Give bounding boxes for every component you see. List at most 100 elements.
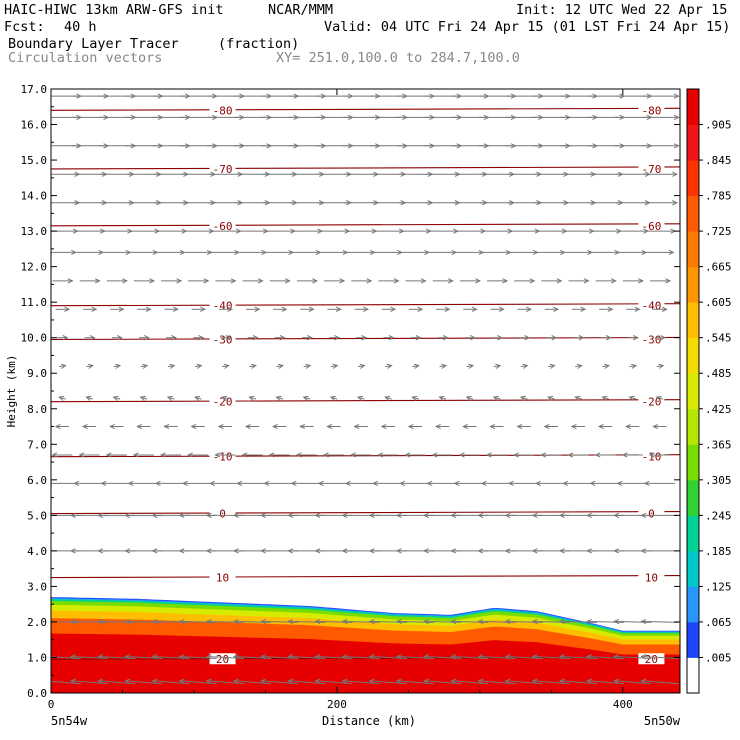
circulation-vector <box>478 620 516 623</box>
vector-arrowhead <box>44 679 49 683</box>
colorbar-label: .665 <box>705 261 732 274</box>
contour-label: -60 <box>641 220 661 233</box>
vector-arrowhead <box>151 512 158 518</box>
vector-arrowhead <box>234 249 240 256</box>
vector-arrowhead <box>480 480 487 487</box>
contour-label-bg <box>638 571 665 583</box>
vector-arrowhead <box>287 512 294 518</box>
temperature-contour <box>51 107 680 111</box>
valid-time: Valid: 04 UTC Fri 24 Apr 15 (01 LST Fri … <box>324 19 731 35</box>
vector-arrowhead <box>558 618 565 625</box>
vector-arrowhead <box>81 423 88 430</box>
y-tick-label: 9.0 <box>27 367 47 380</box>
vector-arrowhead <box>205 548 212 554</box>
vector-arrowhead <box>450 512 457 518</box>
vector-arrowhead <box>290 480 297 487</box>
colorbar-segment <box>687 657 699 694</box>
vector-arrowhead <box>193 395 201 401</box>
vector-arrowhead <box>115 363 122 369</box>
circulation-vector <box>614 620 652 623</box>
vector-arrowhead <box>559 249 566 256</box>
vector-arrowhead <box>288 249 295 256</box>
vector-arrowhead <box>334 335 341 341</box>
vector-arrowhead <box>672 200 678 206</box>
vector-arrowhead <box>450 548 457 554</box>
forecast-label: Fcst: <box>4 19 45 35</box>
y-tick-label: 12.0 <box>21 261 48 274</box>
vector-arrowhead <box>556 278 563 284</box>
vector-arrowhead <box>601 395 608 401</box>
circulation-vector <box>451 620 489 623</box>
vector-arrowhead <box>261 249 268 256</box>
vector-arrowhead <box>312 278 319 284</box>
vector-arrowhead <box>58 395 65 401</box>
circulation-vector <box>71 620 109 623</box>
colorbar-label: .305 <box>705 474 732 487</box>
vector-arrowhead <box>97 548 104 554</box>
vector-arrowhead <box>614 249 621 256</box>
vector-arrowhead <box>613 618 620 625</box>
vector-arrowhead <box>589 480 596 487</box>
temperature-contour <box>51 223 680 227</box>
vector-arrowhead <box>69 678 76 684</box>
vector-arrowhead <box>315 249 322 256</box>
vector-arrowhead <box>594 452 601 458</box>
vector-arrowhead <box>423 678 430 684</box>
contour-label-bg <box>209 450 236 462</box>
vector-arrowhead <box>257 278 264 284</box>
vector-arrowhead <box>230 278 237 284</box>
temperature-contour <box>51 574 680 579</box>
contour-label-bg <box>209 395 236 407</box>
vector-arrowhead <box>105 452 112 458</box>
contour-label: -80 <box>641 104 661 117</box>
vector-arrowhead <box>341 512 348 518</box>
x-end-label-right: 5n50w <box>644 714 681 728</box>
vector-arrowhead <box>190 423 197 430</box>
vector-arrowhead <box>198 335 205 341</box>
vector-arrowhead <box>187 452 193 458</box>
contour-label-bg <box>638 333 665 345</box>
colorbar-frame <box>686 88 700 694</box>
vector-arrowhead <box>109 423 115 430</box>
vector-arrowhead <box>369 249 376 256</box>
colorbar-segment <box>687 479 699 516</box>
vector-arrowhead <box>54 423 61 430</box>
circulation-vector <box>152 620 190 623</box>
circulation-vector <box>234 620 272 623</box>
x-tick-label: 200 <box>327 698 347 711</box>
vector-arrowhead <box>232 678 239 684</box>
vector-arrowhead <box>513 452 519 458</box>
vector-arrowhead <box>587 249 594 256</box>
colorbar-segment <box>687 444 699 481</box>
colorbar-segment <box>687 586 699 623</box>
colorbar-label: .245 <box>705 509 732 522</box>
circulation-vector <box>641 656 679 659</box>
vector-arrowhead <box>522 363 529 369</box>
vector-arrowhead <box>69 618 76 625</box>
vector-arrowhead <box>531 512 538 518</box>
y-tick-label: 14.0 <box>21 190 48 203</box>
vector-arrowhead <box>395 512 402 518</box>
vector-arrowhead <box>85 395 92 401</box>
contour-label: -30 <box>641 333 661 346</box>
contour-label: -40 <box>641 300 661 313</box>
vector-arrowhead <box>232 512 239 518</box>
colorbar-segment <box>687 302 699 339</box>
colorbar-label: .425 <box>705 403 732 416</box>
vector-arrowhead <box>477 548 484 554</box>
temperature-contour <box>51 166 680 170</box>
colorbar-label: .725 <box>705 225 732 238</box>
colorbar-label: .545 <box>705 332 732 345</box>
y-tick-label: 16.0 <box>21 119 48 132</box>
vector-arrowhead <box>497 335 504 341</box>
y-tick-label: 6.0 <box>27 474 47 487</box>
cross-section-coords: XY= 251.0,100.0 to 284.7,100.0 <box>276 50 520 66</box>
colorbar-segment <box>687 195 699 232</box>
vector-arrowhead <box>477 618 484 625</box>
colorbar-segment <box>687 266 699 303</box>
vector-arrowhead <box>574 395 581 401</box>
y-tick-label: 4.0 <box>27 545 47 558</box>
vector-arrowhead <box>395 654 402 660</box>
vector-arrowhead <box>275 395 282 401</box>
colorbar-label: .785 <box>705 190 732 203</box>
